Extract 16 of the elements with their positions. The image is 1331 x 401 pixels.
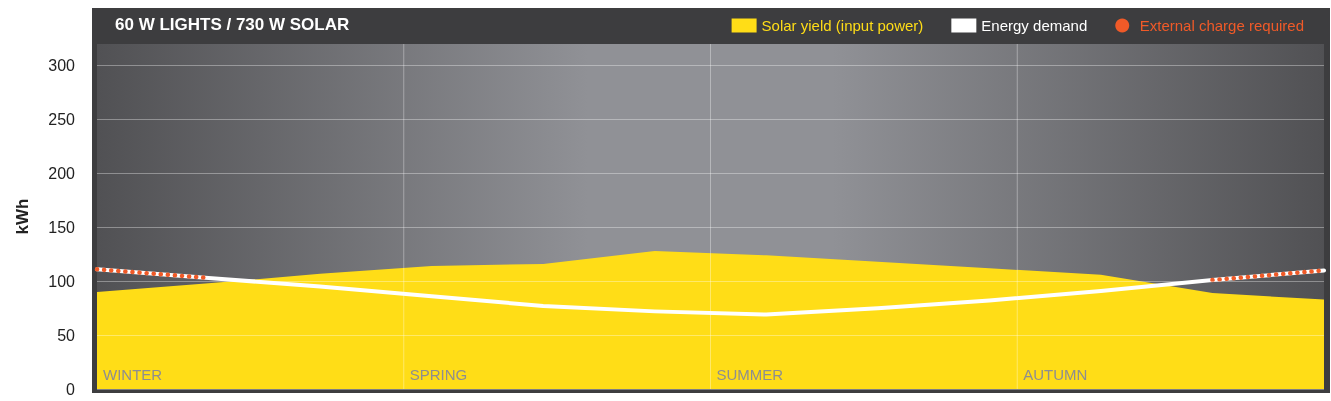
- legend-label: External charge required: [1139, 17, 1305, 34]
- annotation: SUMMER: [716, 366, 784, 383]
- chart-title: 60 W LIGHTS / 730 W SOLAR: [115, 15, 350, 34]
- y-tick-label: 200: [48, 164, 76, 182]
- legend-label: Energy demand: [981, 17, 1088, 34]
- legend-label: Solar yield (input power): [761, 17, 924, 34]
- y-tick-label: 250: [48, 110, 76, 128]
- annotation: WINTER: [103, 366, 163, 383]
- annotation: SPRING: [409, 366, 468, 383]
- y-axis-title: kWh: [13, 198, 32, 235]
- y-tick-label: 150: [48, 218, 76, 236]
- y-tick-label: 50: [57, 326, 76, 344]
- y-tick-label: 100: [48, 272, 76, 290]
- y-tick-label: 0: [66, 380, 76, 398]
- y-tick-label: 300: [48, 57, 76, 75]
- annotation: AUTUMN: [1023, 366, 1088, 383]
